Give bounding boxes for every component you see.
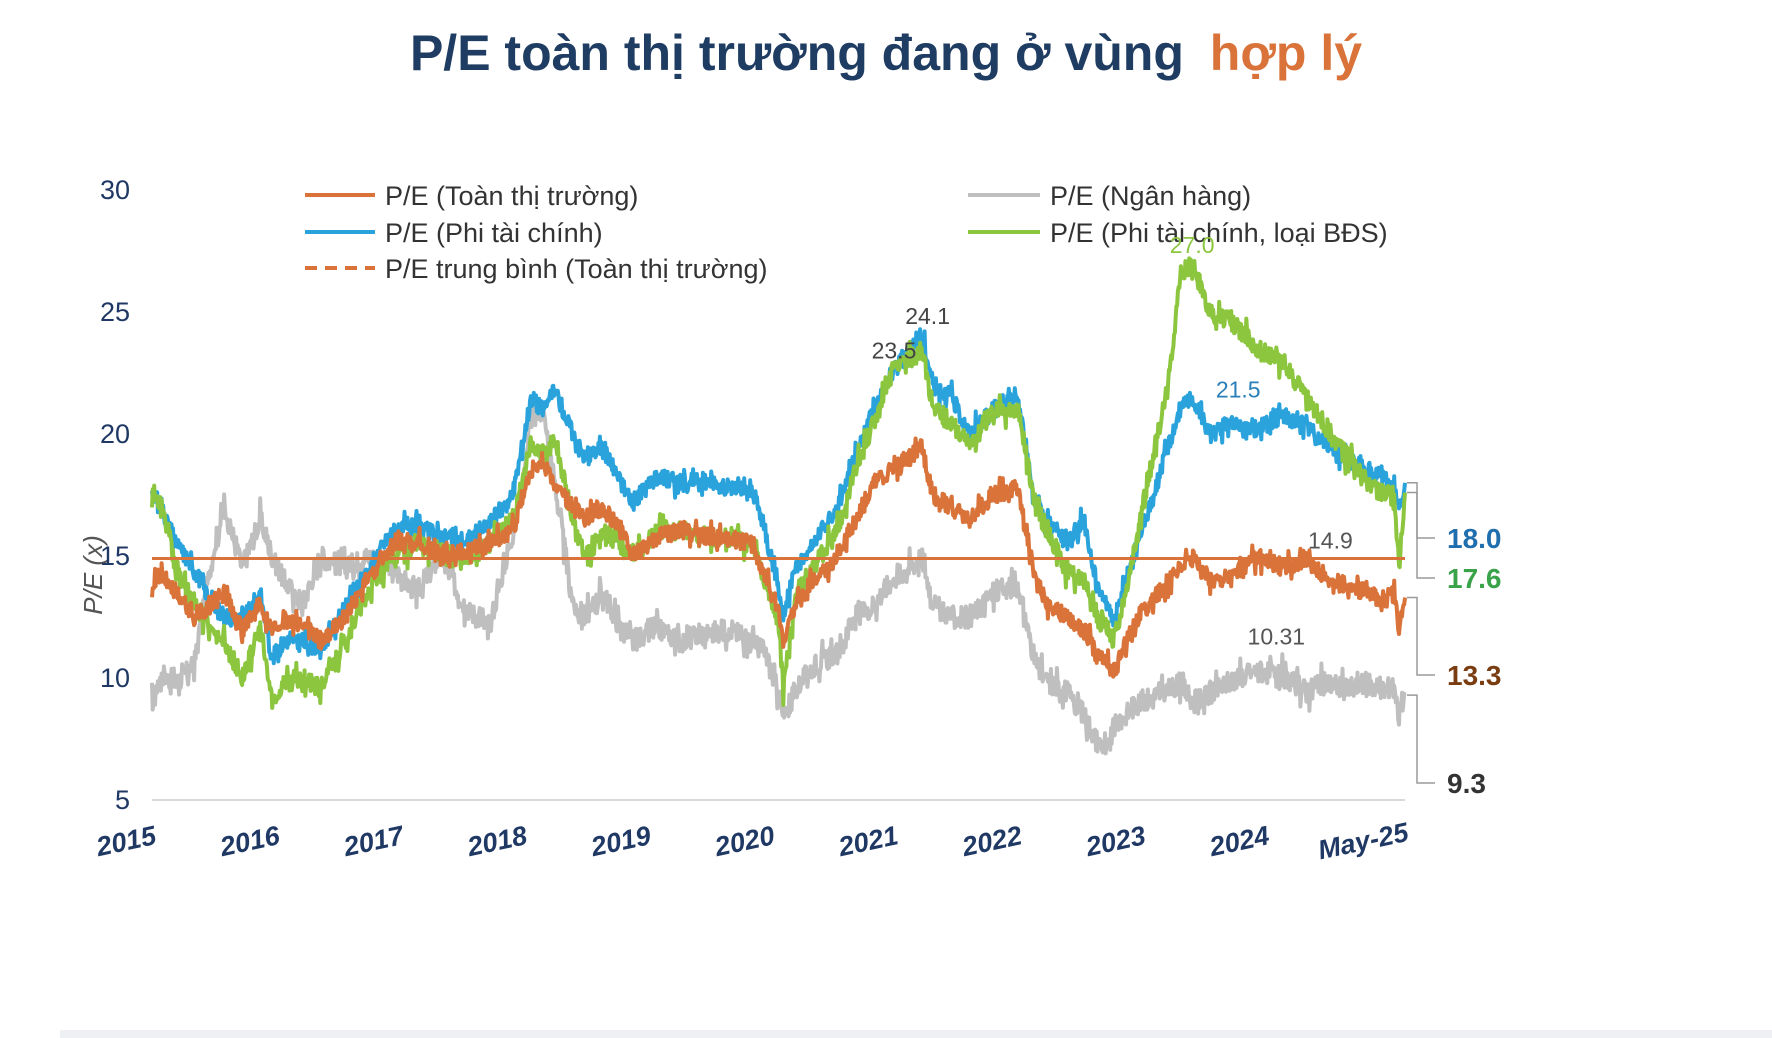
y-tick-label: 20 — [100, 419, 130, 449]
end-label-leader — [1407, 596, 1435, 676]
x-tick-label: 2018 — [464, 820, 530, 862]
x-tick-label: 2015 — [93, 820, 160, 862]
series-line-overall — [150, 436, 1407, 679]
x-tick-label: 2021 — [835, 820, 901, 862]
legend-label-bank: P/E (Ngân hàng) — [1050, 181, 1251, 211]
chart-title-highlight: hợp lý — [1210, 25, 1362, 81]
data-annotation: 27.0 — [1170, 232, 1215, 258]
y-axis-ticks: 5 10 15 20 25 30 — [100, 175, 130, 815]
end-value-label: 9.3 — [1447, 768, 1486, 799]
data-annotation: 10.31 — [1248, 623, 1306, 649]
data-annotation: 21.5 — [1216, 376, 1261, 402]
legend-label-average: P/E trung bình (Toàn thị trường) — [385, 254, 767, 284]
x-tick-label: May-25 — [1315, 817, 1412, 866]
legend-label-nonfin-ex-re: P/E (Phi tài chính, loại BĐS) — [1050, 218, 1388, 248]
chart-title-main: P/E toàn thị trường đang ở vùng — [410, 25, 1184, 81]
x-tick-label: 2024 — [1206, 820, 1272, 862]
y-tick-label: 30 — [100, 175, 130, 205]
x-tick-label: 2020 — [711, 820, 777, 862]
y-tick-label: 10 — [100, 663, 130, 693]
data-annotation: 24.1 — [905, 303, 950, 329]
average-line-label: 14.9 — [1308, 527, 1353, 553]
end-value-label: 17.6 — [1447, 563, 1502, 594]
x-tick-label: 2023 — [1082, 820, 1148, 862]
y-tick-label: 15 — [100, 541, 130, 571]
legend-label-overall: P/E (Toàn thị trường) — [385, 181, 638, 211]
annotation-layer: 24.1 23.5 27.0 21.5 10.31 — [872, 232, 1306, 649]
end-value-label: 18.0 — [1447, 523, 1502, 554]
end-label-leader — [1407, 482, 1435, 539]
end-label-leader — [1407, 491, 1435, 579]
series-layer — [150, 256, 1407, 756]
x-axis-ticks: 2015 2016 2017 2018 2019 2020 2021 2022 2023 2024… — [93, 817, 1412, 866]
legend: P/E (Toàn thị trường) P/E (Ngân hàng) P/… — [305, 181, 1388, 284]
x-tick-label: 2019 — [587, 820, 653, 862]
x-tick-label: 2016 — [216, 820, 283, 862]
chart-title: P/E toàn thị trường đang ở vùng hợp lý — [410, 25, 1362, 81]
end-value-label: 13.3 — [1447, 660, 1502, 691]
bottom-divider — [60, 1030, 1772, 1038]
data-annotation: 23.5 — [872, 338, 917, 364]
x-tick-label: 2022 — [959, 820, 1025, 862]
x-tick-label: 2017 — [340, 820, 408, 862]
y-tick-label: 25 — [100, 297, 130, 327]
y-axis-label: P/E (x) — [78, 535, 108, 614]
series-line-bank — [150, 401, 1407, 756]
series-line-nonfin — [150, 327, 1407, 666]
end-label-layer: 18.0 17.6 13.3 9.3 — [1407, 482, 1502, 799]
series-line-nonfin-ex-re — [150, 256, 1407, 710]
end-label-leader — [1407, 694, 1435, 784]
legend-label-nonfin: P/E (Phi tài chính) — [385, 218, 603, 248]
y-tick-label: 5 — [115, 785, 130, 815]
